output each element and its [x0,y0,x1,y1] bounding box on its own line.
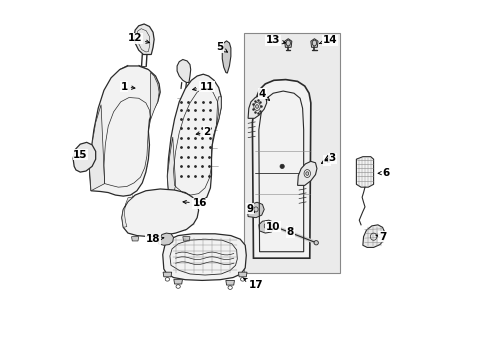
Ellipse shape [305,172,308,175]
Polygon shape [225,280,234,285]
Polygon shape [73,142,96,172]
Ellipse shape [255,105,258,108]
Polygon shape [247,95,266,118]
Text: 14: 14 [319,35,337,45]
Polygon shape [183,237,190,241]
Text: 6: 6 [377,168,389,178]
Polygon shape [167,137,175,194]
Text: 8: 8 [286,226,293,237]
Ellipse shape [267,223,272,227]
Bar [244,33,339,273]
Text: 3: 3 [325,153,335,163]
Text: 10: 10 [265,222,280,231]
Text: 9: 9 [246,204,254,214]
Polygon shape [131,237,139,241]
Text: 11: 11 [192,82,214,92]
Polygon shape [163,272,171,277]
Ellipse shape [313,240,318,245]
Polygon shape [174,279,182,284]
Text: 5: 5 [216,42,227,52]
Polygon shape [163,234,246,280]
Text: 4: 4 [258,89,269,100]
Text: 12: 12 [127,33,149,43]
Polygon shape [247,202,264,218]
Polygon shape [238,272,246,277]
Text: 18: 18 [145,234,163,244]
Polygon shape [122,189,198,237]
Polygon shape [284,39,291,47]
Polygon shape [297,161,316,185]
Text: 1: 1 [121,82,135,92]
Polygon shape [222,41,230,73]
Ellipse shape [280,164,284,168]
Polygon shape [134,24,154,54]
Ellipse shape [285,40,290,46]
Polygon shape [89,66,160,196]
Polygon shape [356,157,373,187]
Polygon shape [310,39,317,47]
Polygon shape [177,59,190,82]
Polygon shape [258,220,274,233]
Ellipse shape [312,40,316,46]
Text: 7: 7 [375,232,386,242]
Text: 15: 15 [73,150,87,160]
Polygon shape [122,197,133,227]
Polygon shape [158,237,164,241]
Text: 13: 13 [265,35,285,45]
Polygon shape [150,72,159,120]
Text: 16: 16 [183,198,206,208]
Polygon shape [362,225,384,247]
Text: 17: 17 [243,279,263,290]
Polygon shape [158,233,173,245]
Polygon shape [167,74,221,202]
Text: 2: 2 [196,127,210,136]
Polygon shape [89,105,104,191]
Polygon shape [216,97,221,125]
Text: 4: 4 [321,155,330,165]
Polygon shape [252,80,310,258]
